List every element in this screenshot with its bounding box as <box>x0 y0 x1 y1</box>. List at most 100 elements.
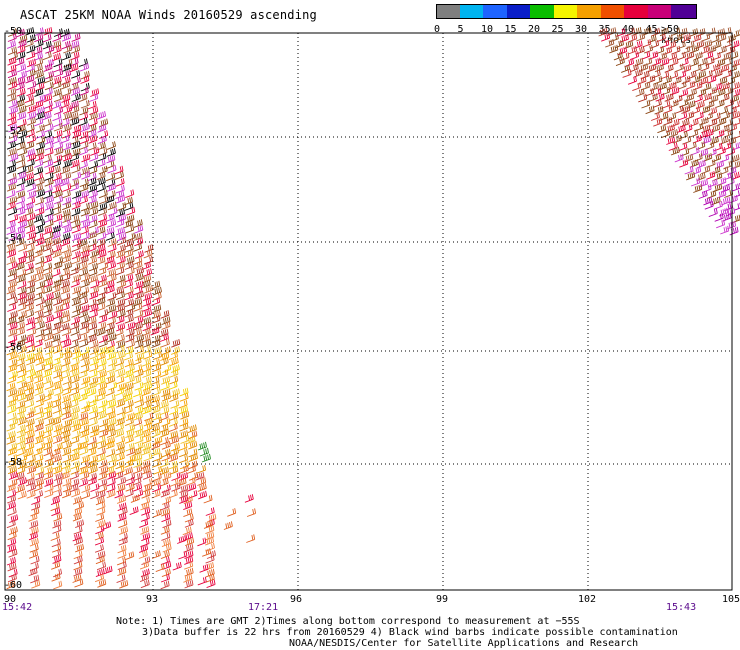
wind-barb <box>707 28 716 36</box>
pass-time-mid: 17:21 <box>248 602 278 613</box>
wind-barb <box>53 173 61 181</box>
wind-barb <box>63 478 71 486</box>
wind-barb <box>660 28 668 36</box>
wind-barb <box>116 178 124 186</box>
wind-barb <box>25 27 33 35</box>
wind-barb <box>706 171 714 179</box>
wind-barb <box>677 41 685 49</box>
wind-barb <box>679 131 688 139</box>
wind-barb <box>45 59 54 67</box>
wind-barb <box>61 268 70 276</box>
lon-label-96: 96 <box>290 594 302 605</box>
wind-barb <box>45 178 54 186</box>
wind-barb <box>720 226 728 234</box>
wind-barb <box>51 532 60 540</box>
wind-barb <box>116 334 124 342</box>
wind-barb <box>16 58 25 66</box>
wind-barb <box>35 256 44 264</box>
wind-barb <box>679 89 688 97</box>
lat-label-60: -60 <box>4 580 22 591</box>
wind-barb <box>52 269 61 277</box>
wind-barb <box>156 564 164 572</box>
wind-barb <box>62 88 70 96</box>
wind-barb <box>687 100 695 108</box>
wind-barb <box>55 352 63 360</box>
wind-barb <box>116 461 125 469</box>
lon-label-105: 105 <box>722 594 740 605</box>
wind-barb <box>99 166 107 174</box>
wind-barb <box>72 165 81 173</box>
wind-barb <box>135 340 143 348</box>
wind-barb <box>97 159 106 167</box>
wind-barb <box>72 33 81 41</box>
wind-barb <box>95 574 104 582</box>
wind-barb <box>18 491 27 499</box>
wind-barb <box>675 154 683 162</box>
wind-barb <box>34 316 43 324</box>
wind-barb <box>26 418 34 426</box>
wind-barb <box>697 71 706 79</box>
wind-barb <box>25 411 34 419</box>
wind-barb <box>205 562 213 570</box>
wind-barb <box>161 339 170 347</box>
wind-barb <box>35 197 43 205</box>
wind-barb <box>116 195 125 203</box>
wind-barb <box>696 142 705 150</box>
wind-barb <box>718 77 727 85</box>
wind-barb <box>135 291 144 299</box>
note-line-2: 3)Data buffer is 22 hrs from 20160529 4)… <box>142 627 678 638</box>
wind-barb <box>679 159 687 167</box>
lat-label-50: -50 <box>4 26 22 37</box>
wind-barb <box>126 413 135 421</box>
lat-label-58: -58 <box>4 457 22 468</box>
wind-barb <box>709 209 718 217</box>
wind-barb <box>54 178 62 186</box>
wind-barb <box>72 172 80 180</box>
wind-barb <box>691 178 700 186</box>
wind-barb <box>62 202 70 210</box>
wind-barb <box>246 534 254 542</box>
wind-barb <box>91 484 100 492</box>
wind-barb <box>95 513 103 521</box>
wind-barb <box>36 124 45 132</box>
wind-barb <box>117 202 126 210</box>
wind-barb <box>671 28 679 36</box>
wind-barb <box>63 142 71 150</box>
wind-barb <box>18 417 27 425</box>
wind-barb <box>247 508 256 516</box>
wind-barb <box>25 263 33 271</box>
wind-barb <box>124 467 132 475</box>
wind-barb <box>173 562 182 570</box>
wind-barb <box>107 141 115 149</box>
wind-barb <box>599 28 608 36</box>
wind-barb <box>72 274 80 282</box>
wind-barb <box>198 491 206 499</box>
wind-barb <box>26 317 35 325</box>
wind-barb <box>716 130 725 138</box>
wind-barb <box>200 564 208 572</box>
wind-barb <box>180 388 188 396</box>
pass-time-left: 15:42 <box>2 602 32 613</box>
wind-barb <box>81 100 89 108</box>
wind-barb <box>8 443 17 451</box>
wind-barb <box>125 552 133 560</box>
wind-barb <box>688 71 697 79</box>
wind-barb <box>72 190 81 198</box>
wind-barb <box>36 219 44 227</box>
wind-barb <box>206 507 215 515</box>
wind-barb <box>17 51 26 59</box>
wind-barb <box>34 214 42 222</box>
note-line-3: NOAA/NESDIS/Center for Satellite Applica… <box>289 638 638 649</box>
lon-label-99: 99 <box>436 594 448 605</box>
wind-barb <box>35 226 44 234</box>
lon-label-102: 102 <box>578 594 596 605</box>
wind-barb <box>151 377 160 385</box>
wind-barb <box>188 425 197 433</box>
wind-barb <box>142 317 151 325</box>
wind-barb <box>615 40 624 48</box>
lon-label-93: 93 <box>146 594 158 605</box>
wind-barb <box>108 202 117 210</box>
wind-barb <box>117 568 126 576</box>
wind-barb <box>9 514 17 522</box>
wind-barb <box>689 28 698 36</box>
